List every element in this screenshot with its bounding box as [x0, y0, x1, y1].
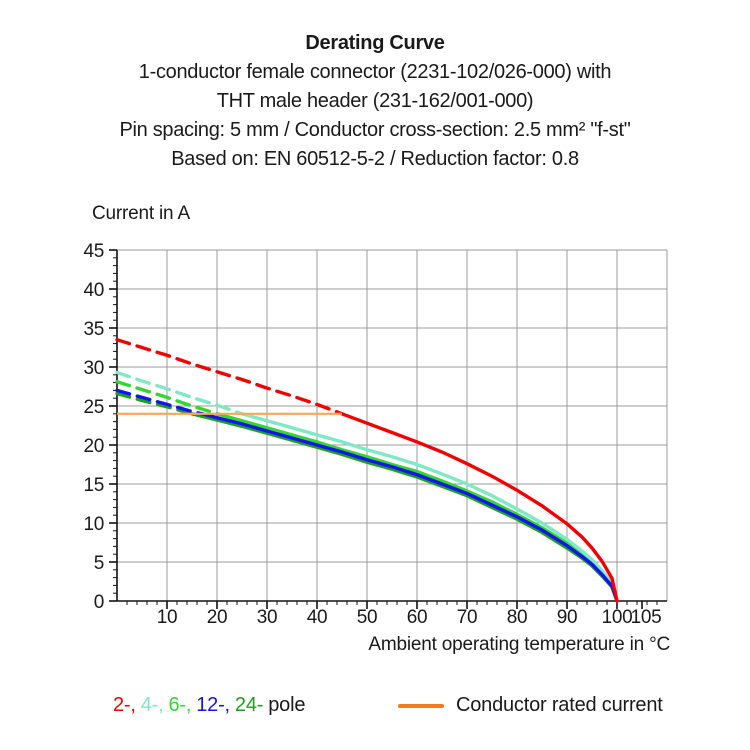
- pole-legend: 2-, 4-, 6-, 12-, 24- pole: [113, 694, 310, 717]
- curve-24-pole-solid: [190, 412, 619, 603]
- y-tick-label: 5: [94, 553, 104, 574]
- curve-2-pole-dashed: [115, 338, 344, 416]
- x-axis-title: Ambient operating temperature in °C: [368, 634, 670, 655]
- chart-title: Derating Curve: [305, 32, 445, 54]
- y-tick-label: 15: [83, 475, 104, 496]
- y-axis-title: Current in A: [92, 203, 190, 224]
- y-tick-label: 30: [83, 358, 104, 379]
- curve-4-pole-solid: [240, 412, 619, 603]
- x-tick-label: 105: [631, 607, 662, 628]
- y-tick-label: 0: [94, 592, 104, 613]
- x-tick-label: 90: [557, 607, 578, 628]
- x-tick-label: 10: [157, 607, 178, 628]
- chart-header: Derating Curve 1-conductor female connec…: [0, 29, 750, 174]
- x-tick-label: 20: [207, 607, 228, 628]
- chart-subtitle-line-1: 1-conductor female connector (2231-102/0…: [138, 61, 612, 83]
- x-tick-label: 30: [257, 607, 278, 628]
- y-tick-label: 10: [83, 514, 104, 535]
- x-tick-label: 100: [602, 607, 633, 628]
- chart-subtitle-line-2: THT male header (231-162/001-000): [216, 90, 534, 112]
- x-tick-label: 80: [507, 607, 528, 628]
- x-tick-label: 50: [357, 607, 378, 628]
- curve-4-pole-dashed: [115, 370, 244, 416]
- rated-current-legend: Conductor rated current: [398, 694, 663, 717]
- curve-12-pole-solid: [200, 412, 619, 603]
- x-tick-label: 60: [407, 607, 428, 628]
- chart-subtitle-line-3: Pin spacing: 5 mm / Conductor cross-sect…: [119, 119, 631, 141]
- curve-24-pole-dashed: [115, 391, 194, 416]
- pole-legend-item: 24-: [234, 694, 264, 716]
- rated-current-label: Conductor rated current: [456, 694, 663, 716]
- y-tick-label: 25: [83, 397, 104, 418]
- pole-legend-item: 4-,: [140, 694, 164, 716]
- rated-current-line-swatch: [398, 703, 444, 708]
- pole-legend-item: 2-,: [113, 694, 136, 716]
- x-tick-label: 40: [307, 607, 328, 628]
- chart-subtitle-line-4: Based on: EN 60512-5-2 / Reduction facto…: [171, 148, 579, 170]
- x-tick-label: 70: [457, 607, 478, 628]
- curve-2-pole-solid: [340, 412, 619, 603]
- curve-12-pole-dashed: [115, 388, 204, 416]
- y-tick-label: 40: [83, 280, 104, 301]
- y-tick-label: 35: [83, 319, 104, 340]
- pole-legend-item: 6-,: [168, 694, 192, 716]
- curve-6-pole-dashed: [115, 380, 219, 416]
- pole-legend-item: 12-,: [196, 694, 230, 716]
- y-tick-label: 20: [83, 436, 104, 457]
- y-tick-label: 45: [83, 241, 104, 262]
- pole-legend-suffix: pole: [268, 694, 306, 716]
